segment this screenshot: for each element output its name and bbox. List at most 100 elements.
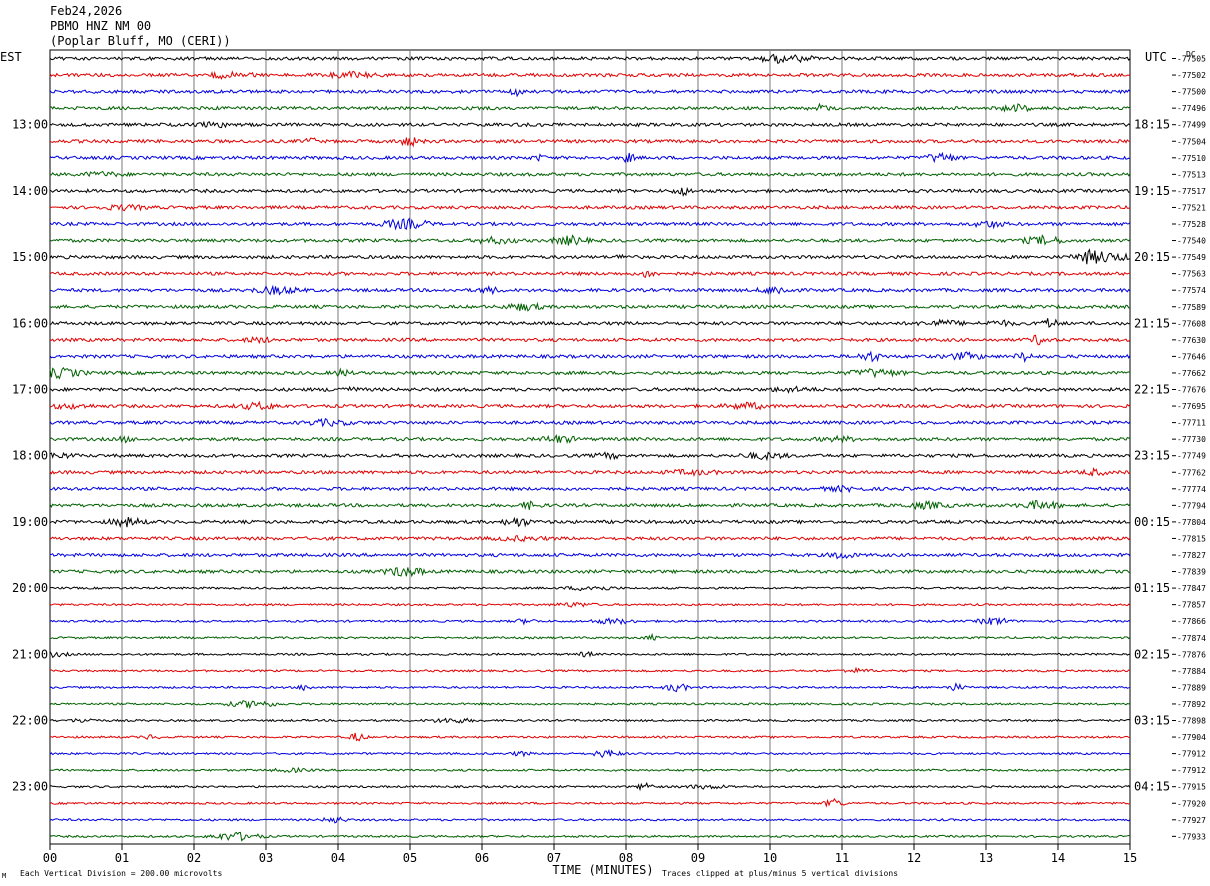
- x-tick-label: 03: [259, 851, 273, 865]
- left-hour-label: 14:00: [12, 184, 48, 198]
- seismic-trace: [49, 666, 1131, 674]
- x-tick-label: 14: [1051, 851, 1065, 865]
- left-hour-label: 17:00: [12, 383, 48, 397]
- right-timezone-label: UTC: [1145, 50, 1167, 64]
- x-tick-label: 07: [547, 851, 561, 865]
- dc-offset-label: -77866: [1177, 617, 1206, 626]
- seismic-trace: [49, 53, 1131, 64]
- seismic-trace: [49, 797, 1131, 808]
- right-hour-label: 19:15: [1134, 184, 1170, 198]
- seismic-trace: [49, 217, 1131, 231]
- date-label: Feb24,2026: [50, 4, 123, 18]
- seismic-trace: [49, 534, 1131, 543]
- left-hour-label: 19:00: [12, 515, 48, 529]
- seismic-trace: [49, 748, 1131, 759]
- x-axis-title: TIME (MINUTES): [552, 863, 653, 877]
- right-hour-label: 21:15: [1134, 316, 1170, 330]
- seismic-trace: [49, 248, 1131, 265]
- seismic-trace: [49, 120, 1131, 129]
- left-hour-label: 23:00: [12, 780, 48, 794]
- dc-units-label: DC: [1186, 50, 1196, 59]
- plot-frame: [49, 49, 1131, 845]
- seismic-trace: [49, 417, 1131, 428]
- seismic-trace: [49, 151, 1131, 164]
- dc-offset-label: -77730: [1177, 435, 1206, 444]
- dc-offset-label: -77933: [1177, 832, 1206, 841]
- dc-offset-label: -77563: [1177, 270, 1206, 279]
- dc-offset-label: -77496: [1177, 104, 1206, 113]
- seismic-trace: [49, 270, 1131, 279]
- dc-offset-label: -77827: [1177, 551, 1206, 560]
- dc-offset-label: -77608: [1177, 319, 1206, 328]
- dc-offset-label: -77574: [1177, 286, 1206, 295]
- dc-offset-label: -77847: [1177, 584, 1206, 593]
- vertical-division-note: Each Vertical Division = 200.00 microvol…: [20, 869, 222, 878]
- dc-offset-label: -77502: [1177, 71, 1206, 80]
- dc-offset-label: -77904: [1177, 733, 1206, 742]
- dc-offset-label: -77517: [1177, 187, 1206, 196]
- dc-offset-label: -77839: [1177, 568, 1206, 577]
- dc-offset-label: -77676: [1177, 386, 1206, 395]
- left-hour-label: 20:00: [12, 581, 48, 595]
- seismic-trace: [49, 203, 1131, 212]
- x-tick-label: 02: [187, 851, 201, 865]
- dc-offset-label: -77876: [1177, 650, 1206, 659]
- dc-offset-label: -77528: [1177, 220, 1206, 229]
- seismic-trace: [49, 318, 1131, 328]
- left-timezone-label: EST: [0, 50, 22, 64]
- dc-offset-label: -77589: [1177, 303, 1206, 312]
- dc-offset-label: -77815: [1177, 534, 1206, 543]
- x-tick-label: 06: [475, 851, 489, 865]
- left-hour-label: 21:00: [12, 647, 48, 661]
- seismic-trace: [49, 284, 1131, 296]
- location-label: (Poplar Bluff, MO (CERI)): [50, 34, 231, 48]
- dc-offset-label: -77695: [1177, 402, 1206, 411]
- seismic-trace: [49, 400, 1131, 411]
- dc-offset-label: -77499: [1177, 121, 1206, 130]
- dc-offset-label: -77912: [1177, 750, 1206, 759]
- dc-offset-label: -77915: [1177, 783, 1206, 792]
- dc-offset-label: -77920: [1177, 799, 1206, 808]
- seismic-trace: [49, 451, 1131, 462]
- dc-offset-label: -77762: [1177, 468, 1206, 477]
- right-hour-label: 03:15: [1134, 714, 1170, 728]
- dc-offset-label: -77889: [1177, 683, 1206, 692]
- dc-offset-label: -77505: [1177, 55, 1206, 64]
- seismic-trace: [49, 717, 1131, 724]
- right-hour-label: 18:15: [1134, 118, 1170, 132]
- left-hour-label: 15:00: [12, 250, 48, 264]
- seismic-trace: [49, 87, 1131, 98]
- x-tick-label: 09: [691, 851, 705, 865]
- seismic-trace: [49, 585, 1131, 592]
- x-tick-label: 00: [43, 851, 57, 865]
- x-tick-label: 08: [619, 851, 633, 865]
- dc-offset-label: -77549: [1177, 253, 1206, 262]
- dc-offset-label: -77898: [1177, 717, 1206, 726]
- right-hour-label: 01:15: [1134, 581, 1170, 595]
- seismic-trace: [50, 766, 1131, 774]
- right-hour-label: 20:15: [1134, 250, 1170, 264]
- dc-offset-label: -77662: [1177, 369, 1206, 378]
- seismic-trace: [49, 632, 1131, 641]
- seismic-trace: [49, 516, 1131, 529]
- station-label: PBMO HNZ NM 00: [50, 19, 152, 33]
- dc-offset-label: -77510: [1177, 154, 1206, 163]
- x-tick-label: 01: [115, 851, 129, 865]
- right-hour-label: 02:15: [1134, 647, 1170, 661]
- seismic-trace: [49, 70, 1131, 81]
- seismic-trace: [49, 552, 1131, 560]
- seismic-trace: [49, 831, 1131, 842]
- clipping-note: Traces clipped at plus/minus 5 vertical …: [662, 869, 898, 878]
- seismic-trace: [49, 499, 1131, 511]
- dc-offset-label: -77884: [1177, 667, 1206, 676]
- seismic-trace: [49, 601, 1131, 608]
- seismic-trace: [49, 781, 1131, 792]
- x-tick-label: 15: [1123, 851, 1137, 865]
- x-tick-label: 10: [763, 851, 777, 865]
- x-tick-label: 05: [403, 851, 417, 865]
- dc-offset-label: -77927: [1177, 816, 1206, 825]
- left-hour-label: 22:00: [12, 714, 48, 728]
- seismic-trace: [49, 334, 1131, 346]
- seismic-trace: [49, 186, 1131, 197]
